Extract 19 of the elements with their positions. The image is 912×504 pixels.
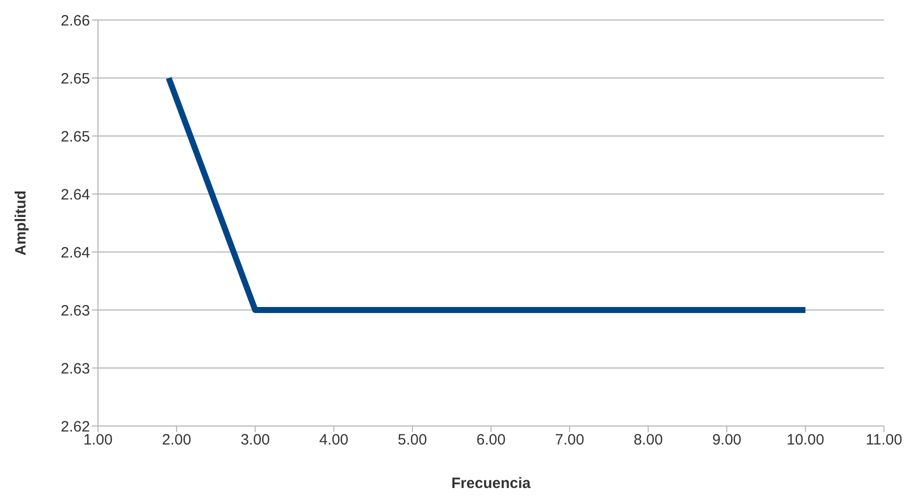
x-tick-label: 6.00: [476, 432, 506, 449]
y-tick-label: 2.63: [60, 360, 90, 378]
x-tick-label: 5.00: [398, 432, 427, 449]
y-tick-label: 2.64: [60, 244, 90, 262]
x-tick-label: 2.00: [162, 432, 192, 449]
x-tick-label: 10.00: [786, 432, 824, 449]
y-axis-title: Amplitud: [12, 190, 30, 256]
x-tick-label: 8.00: [634, 432, 663, 449]
y-tick-label: 2.64: [60, 186, 90, 204]
y-tick-label: 2.63: [60, 302, 90, 320]
x-tick-label: 9.00: [712, 432, 742, 449]
x-tick-label: 11.00: [866, 432, 902, 449]
x-tick-label: 7.00: [555, 432, 584, 449]
y-tick-label: 2.65: [60, 70, 90, 88]
y-tick-label: 2.65: [60, 128, 90, 146]
x-tick-label: 3.00: [240, 432, 270, 449]
x-axis-title: Frecuencia: [451, 475, 532, 492]
x-tick-label: 4.00: [319, 432, 348, 449]
y-tick-label: 2.66: [60, 12, 90, 30]
